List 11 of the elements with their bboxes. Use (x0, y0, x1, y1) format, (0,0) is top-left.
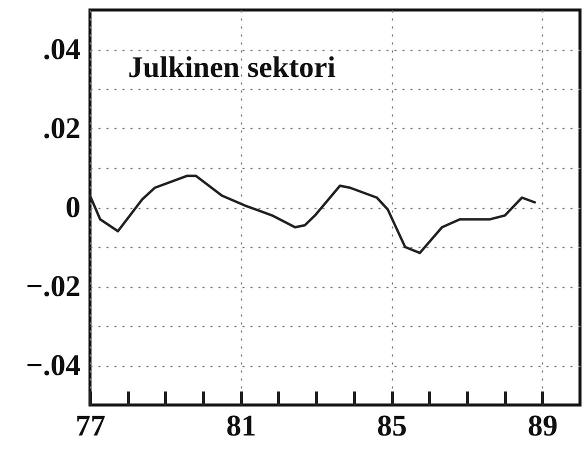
y-tick-label: −.04 (26, 349, 80, 382)
y-tick-label: −.02 (26, 270, 80, 303)
y-tick-label: 0 (66, 191, 80, 224)
x-tick-label: 85 (377, 410, 408, 442)
text: Julkinen sektori (128, 51, 336, 84)
line-series (88, 174, 536, 254)
x-tick-label: 89 (528, 410, 558, 442)
x-tick-label: 77 (76, 410, 106, 442)
y-tick-label: .02 (43, 112, 80, 145)
y-tick-label: .04 (43, 33, 80, 66)
x-tick-label: 81 (226, 410, 256, 442)
